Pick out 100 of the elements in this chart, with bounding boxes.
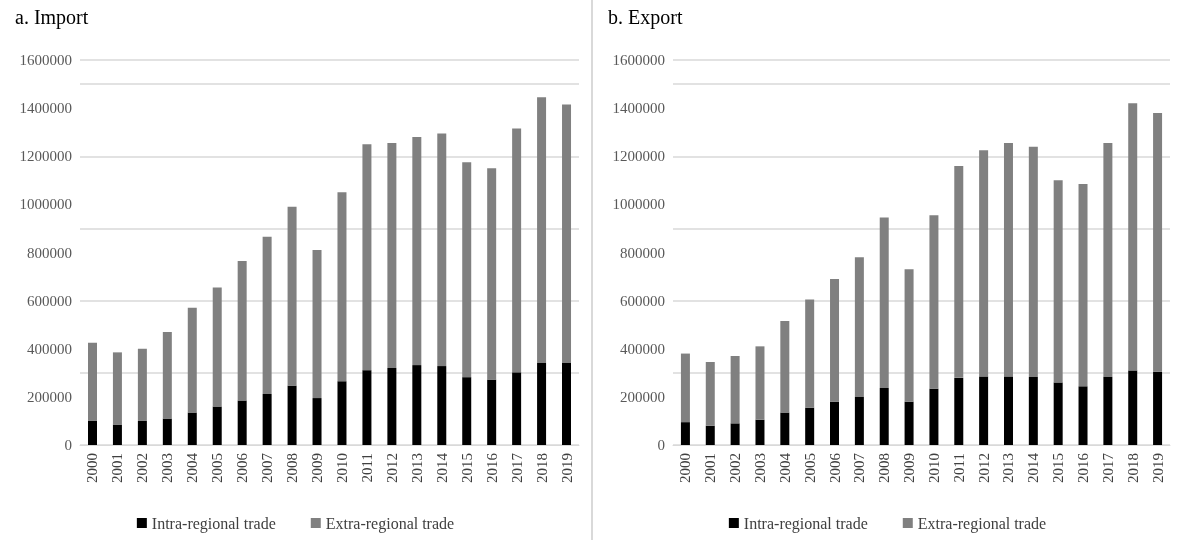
bar	[337, 381, 347, 445]
bar	[705, 425, 715, 445]
x-tick-label: 2004	[776, 452, 793, 483]
bar	[904, 401, 914, 445]
bar	[287, 385, 297, 445]
x-tick-label: 2012	[383, 453, 400, 483]
x-tick-label: 2006	[234, 452, 251, 483]
y-tick-label: 200000	[620, 388, 665, 405]
bar	[730, 355, 740, 424]
bar	[1078, 183, 1088, 387]
y-tick-label: 1400000	[612, 100, 665, 117]
y-tick-label: 0	[657, 437, 665, 453]
y-tick-label: 1200000	[612, 148, 665, 165]
x-tick-label: 2010	[925, 453, 942, 483]
bar	[162, 418, 172, 445]
bar	[1153, 112, 1163, 372]
x-tick-label: 2003	[159, 453, 176, 483]
bar	[1128, 370, 1138, 445]
bar	[337, 192, 347, 382]
y-tick-label: 200000	[27, 388, 72, 405]
x-tick-label: 2019	[1149, 453, 1166, 483]
bar	[830, 401, 840, 445]
bar	[462, 377, 472, 445]
bar	[830, 278, 840, 402]
legend-label: Extra-regional trade	[917, 514, 1047, 533]
chart-title: b. Export	[608, 6, 683, 29]
y-tick-label: 800000	[620, 244, 665, 261]
bar	[929, 388, 939, 445]
bar	[1053, 180, 1063, 383]
y-tick-label: 1600000	[19, 52, 72, 68]
y-tick-label: 600000	[620, 292, 665, 309]
bar	[187, 412, 197, 445]
x-tick-label: 2002	[727, 453, 744, 483]
y-tick-label: 800000	[27, 244, 72, 261]
y-tick-label: 1600000	[612, 52, 665, 68]
bar	[287, 206, 297, 386]
bar	[262, 393, 272, 445]
bar	[512, 128, 522, 373]
x-tick-label: 2007	[851, 452, 868, 483]
x-tick-label: 2005	[209, 453, 226, 483]
bar	[487, 379, 497, 445]
legend-label: Intra-regional trade	[151, 514, 276, 533]
x-tick-label: 2005	[801, 453, 818, 483]
bar	[387, 368, 397, 445]
bar	[1003, 143, 1013, 377]
x-tick-label: 2015	[458, 453, 475, 483]
bar	[537, 362, 547, 445]
x-tick-label: 2006	[826, 452, 843, 483]
x-tick-label: 2002	[134, 453, 151, 483]
bar	[187, 307, 197, 413]
bar	[487, 168, 497, 380]
y-tick-label: 0	[64, 437, 72, 453]
bar	[879, 387, 889, 445]
x-tick-label: 2001	[109, 453, 126, 483]
bar	[805, 407, 815, 445]
bar	[1128, 103, 1138, 371]
x-tick-label: 2014	[1025, 452, 1042, 483]
x-tick-label: 2017	[1099, 452, 1116, 483]
x-tick-label: 2003	[751, 453, 768, 483]
bar	[954, 165, 964, 378]
bar	[854, 396, 864, 445]
bar	[162, 331, 172, 419]
bar	[805, 299, 815, 408]
bar	[437, 366, 447, 445]
bar	[854, 257, 864, 397]
bar	[1028, 146, 1038, 377]
x-tick-label: 2016	[483, 452, 500, 483]
bar	[1153, 371, 1163, 445]
y-tick-label: 400000	[620, 340, 665, 357]
bar	[1028, 376, 1038, 445]
bar	[979, 376, 989, 445]
y-tick-label: 600000	[27, 292, 72, 309]
bar	[879, 217, 889, 388]
legend-label: Extra-regional trade	[325, 514, 455, 533]
bar	[562, 104, 572, 363]
y-tick-label: 1000000	[19, 196, 72, 213]
x-tick-label: 2001	[702, 453, 719, 483]
y-tick-label: 1200000	[19, 148, 72, 165]
x-tick-label: 2012	[975, 453, 992, 483]
x-tick-label: 2010	[333, 453, 350, 483]
x-tick-label: 2000	[677, 453, 694, 483]
bar	[212, 406, 222, 445]
bar	[562, 362, 572, 445]
bar	[512, 372, 522, 445]
bar	[904, 269, 914, 402]
x-tick-label: 2000	[84, 453, 101, 483]
bar	[312, 398, 322, 445]
bar	[954, 377, 964, 445]
bar	[137, 348, 147, 421]
x-tick-label: 2013	[408, 453, 425, 483]
x-tick-label: 2013	[1000, 453, 1017, 483]
legend-label: Intra-regional trade	[743, 514, 868, 533]
x-tick-label: 2018	[1124, 453, 1141, 483]
x-tick-label: 2011	[950, 453, 967, 483]
y-tick-label: 400000	[27, 340, 72, 357]
bar	[237, 400, 247, 445]
x-tick-label: 2015	[1050, 453, 1067, 483]
bar	[137, 420, 147, 445]
bar	[929, 215, 939, 389]
bar	[362, 370, 372, 445]
